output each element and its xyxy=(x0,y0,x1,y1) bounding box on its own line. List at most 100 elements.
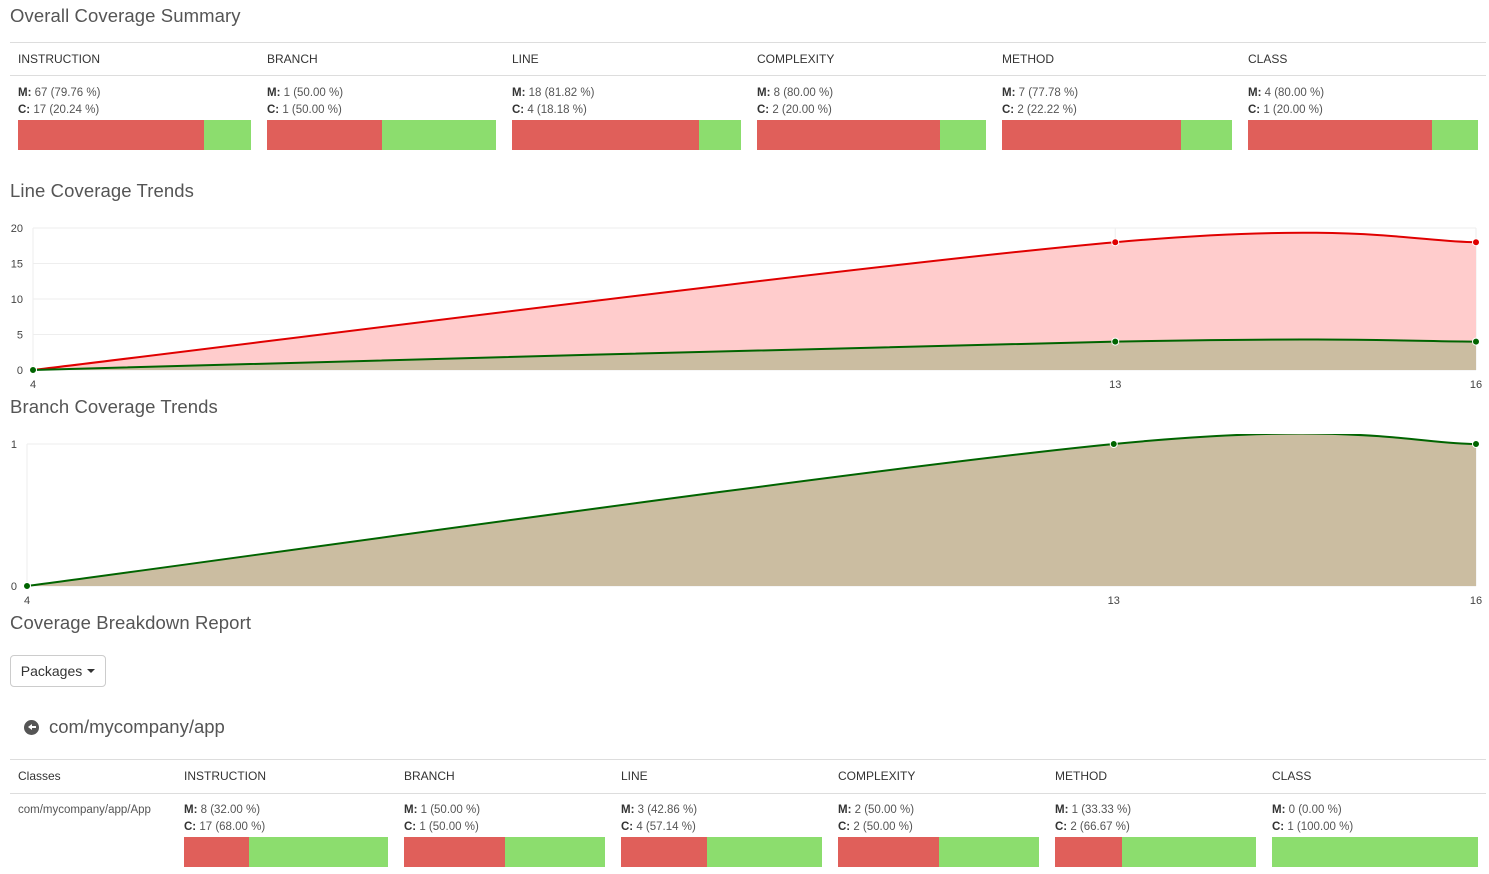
covered-bar-fill xyxy=(1432,120,1478,150)
missed-line: M: 1 (33.33 %) xyxy=(1055,802,1131,819)
coverage-cell: M: 8 (32.00 %) C: 17 (68.00 %) xyxy=(184,802,265,836)
column-header-class: CLASS xyxy=(1248,52,1288,66)
summary-title: Overall Coverage Summary xyxy=(10,5,241,26)
column-header-complexity: COMPLEXITY xyxy=(838,769,916,783)
column-header-instruction: INSTRUCTION xyxy=(184,769,266,783)
covered-value: 2 (22.22 %) xyxy=(1017,104,1077,116)
missed-line: M: 4 (80.00 %) xyxy=(1248,85,1324,102)
covered-label: C: xyxy=(267,104,283,116)
column-header-line: LINE xyxy=(621,769,648,783)
covered-line: C: 1 (100.00 %) xyxy=(1272,819,1353,836)
missed-label: M: xyxy=(18,87,35,99)
coverage-bar xyxy=(1272,837,1478,867)
series-area-1 xyxy=(33,339,1476,370)
data-point xyxy=(1472,440,1480,448)
covered-bar-fill xyxy=(1180,120,1232,150)
y-tick-label: 0 xyxy=(17,365,23,377)
covered-label: C: xyxy=(757,104,773,116)
column-header-class: CLASS xyxy=(1272,769,1312,783)
covered-line: C: 2 (20.00 %) xyxy=(757,102,833,119)
covered-bar-fill xyxy=(940,120,986,150)
missed-line: M: 8 (32.00 %) xyxy=(184,802,265,819)
missed-value: 8 (80.00 %) xyxy=(773,87,834,99)
series-line-0 xyxy=(32,231,1477,371)
coverage-bar xyxy=(184,837,388,867)
coverage-cell: M: 8 (80.00 %) C: 2 (20.00 %) xyxy=(757,85,833,119)
column-header-branch: BRANCH xyxy=(267,52,318,66)
coverage-bar xyxy=(757,120,986,150)
column-header-classes: Classes xyxy=(18,769,61,783)
missed-line: M: 0 (0.00 %) xyxy=(1272,802,1353,819)
missed-label: M: xyxy=(757,87,774,99)
y-tick-label: 0 xyxy=(11,581,17,593)
y-tick-label: 10 xyxy=(11,294,23,306)
covered-value: 1 (100.00 %) xyxy=(1287,821,1354,833)
y-tick-label: 1 xyxy=(11,439,17,451)
covered-label: C: xyxy=(838,821,854,833)
covered-line: C: 1 (50.00 %) xyxy=(404,819,480,836)
covered-bar-fill xyxy=(699,120,741,150)
series-area-0 xyxy=(33,232,1476,370)
branch-trends-title: Branch Coverage Trends xyxy=(10,396,218,417)
missed-line: M: 67 (79.76 %) xyxy=(18,85,100,102)
x-tick-label: 13 xyxy=(1109,379,1121,391)
covered-value: 4 (57.14 %) xyxy=(636,821,696,833)
covered-value: 1 (50.00 %) xyxy=(419,821,479,833)
covered-label: C: xyxy=(1272,821,1288,833)
missed-value: 8 (32.00 %) xyxy=(200,804,261,816)
covered-line: C: 2 (66.67 %) xyxy=(1055,819,1131,836)
missed-value: 18 (81.82 %) xyxy=(528,87,595,99)
covered-value: 2 (66.67 %) xyxy=(1070,821,1130,833)
missed-bar-fill xyxy=(838,837,939,867)
class-name-link[interactable]: com/mycompany/app/App xyxy=(18,804,151,816)
missed-value: 4 (80.00 %) xyxy=(1264,87,1325,99)
arrow-circle-left-icon[interactable] xyxy=(24,719,39,735)
missed-value: 67 (79.76 %) xyxy=(34,87,101,99)
missed-line: M: 2 (50.00 %) xyxy=(838,802,914,819)
covered-value: 1 (50.00 %) xyxy=(282,104,342,116)
x-tick-label: 16 xyxy=(1470,595,1482,607)
missed-value: 3 (42.86 %) xyxy=(637,804,698,816)
missed-label: M: xyxy=(838,804,855,816)
x-tick-label: 4 xyxy=(24,595,30,607)
covered-label: C: xyxy=(18,104,34,116)
missed-label: M: xyxy=(404,804,421,816)
data-point xyxy=(1109,440,1118,448)
missed-line: M: 18 (81.82 %) xyxy=(512,85,594,102)
missed-value: 2 (50.00 %) xyxy=(854,804,915,816)
coverage-bar xyxy=(18,120,251,150)
divider xyxy=(10,759,1486,760)
series-line-1 xyxy=(32,338,1477,371)
missed-line: M: 3 (42.86 %) xyxy=(621,802,697,819)
covered-line: C: 2 (50.00 %) xyxy=(838,819,914,836)
missed-line: M: 1 (50.00 %) xyxy=(267,85,343,102)
covered-label: C: xyxy=(512,104,528,116)
missed-line: M: 7 (77.78 %) xyxy=(1002,85,1078,102)
packages-dropdown-button[interactable]: Packages xyxy=(10,655,106,687)
covered-line: C: 17 (20.24 %) xyxy=(18,102,100,119)
missed-value: 1 (50.00 %) xyxy=(420,804,481,816)
y-tick-label: 20 xyxy=(11,223,23,235)
coverage-cell: M: 0 (0.00 %) C: 1 (100.00 %) xyxy=(1272,802,1353,836)
covered-label: C: xyxy=(184,821,200,833)
coverage-bar xyxy=(1248,120,1478,150)
missed-line: M: 8 (80.00 %) xyxy=(757,85,833,102)
covered-value: 2 (20.00 %) xyxy=(772,104,832,116)
missed-value: 1 (50.00 %) xyxy=(283,87,344,99)
coverage-bar xyxy=(267,120,496,150)
column-header-instruction: INSTRUCTION xyxy=(18,52,100,66)
column-header-method: METHOD xyxy=(1055,769,1107,783)
covered-bar-fill xyxy=(249,837,388,867)
missed-bar-fill xyxy=(267,120,382,150)
covered-bar-fill xyxy=(504,837,605,867)
covered-bar-fill xyxy=(1272,837,1478,867)
covered-value: 2 (50.00 %) xyxy=(853,821,913,833)
coverage-cell: M: 1 (50.00 %) C: 1 (50.00 %) xyxy=(404,802,480,836)
covered-value: 17 (20.24 %) xyxy=(33,104,100,116)
missed-bar-fill xyxy=(1055,837,1122,867)
coverage-cell: M: 67 (79.76 %) C: 17 (20.24 %) xyxy=(18,85,100,119)
series-area-0 xyxy=(27,434,1476,586)
divider xyxy=(10,793,1486,794)
packages-dropdown-label: Packages xyxy=(20,663,83,679)
missed-bar-fill xyxy=(1248,120,1432,150)
